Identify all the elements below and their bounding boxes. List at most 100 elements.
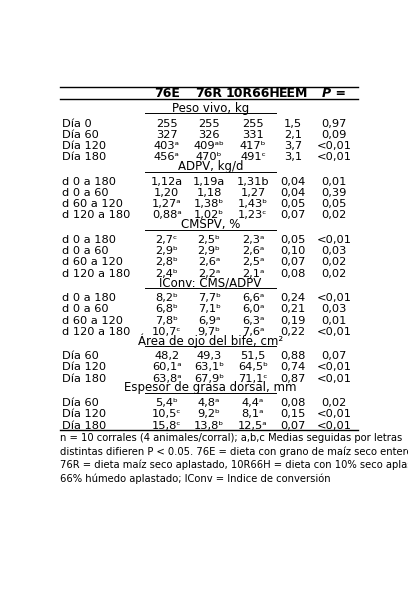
Text: Peso vivo, kg: Peso vivo, kg — [172, 102, 249, 115]
Text: 255: 255 — [198, 118, 220, 129]
Text: 10,5ᶜ: 10,5ᶜ — [152, 409, 182, 419]
Text: 9,2ᵇ: 9,2ᵇ — [197, 409, 221, 419]
Text: 51,5: 51,5 — [240, 351, 266, 361]
Text: 10,7ᶜ: 10,7ᶜ — [152, 327, 182, 337]
Text: ADPV, kg/d: ADPV, kg/d — [178, 160, 243, 173]
Text: 2,3ᵃ: 2,3ᵃ — [242, 235, 264, 245]
Text: 76R: 76R — [195, 87, 223, 100]
Text: Día 120: Día 120 — [62, 362, 106, 372]
Text: 403ᵃ: 403ᵃ — [154, 141, 180, 151]
Text: 6,0ᵃ: 6,0ᵃ — [242, 304, 264, 314]
Text: 1,31b: 1,31b — [237, 177, 269, 187]
Text: 1,18: 1,18 — [196, 188, 222, 198]
Text: d 0 a 180: d 0 a 180 — [62, 177, 116, 187]
Text: 327: 327 — [156, 130, 177, 140]
Text: 0,39: 0,39 — [321, 188, 347, 198]
Text: 1,27: 1,27 — [240, 188, 266, 198]
Text: 255: 255 — [156, 118, 177, 129]
Text: 5,4ᵇ: 5,4ᵇ — [155, 398, 178, 408]
Text: <0,01: <0,01 — [317, 235, 351, 245]
Text: d 0 a 60: d 0 a 60 — [62, 246, 109, 256]
Text: 6,9ᵃ: 6,9ᵃ — [198, 315, 220, 325]
Text: 326: 326 — [198, 130, 220, 140]
Text: 0,05: 0,05 — [280, 235, 306, 245]
Text: 0,19: 0,19 — [280, 315, 306, 325]
Text: d 60 a 120: d 60 a 120 — [62, 199, 123, 209]
Text: Día 60: Día 60 — [62, 130, 99, 140]
Text: <0,01: <0,01 — [317, 152, 351, 162]
Text: 2,7ᶜ: 2,7ᶜ — [155, 235, 178, 245]
Text: 0,88ᵃ: 0,88ᵃ — [152, 211, 182, 221]
Text: 76E: 76E — [154, 87, 180, 100]
Text: 2,8ᵇ: 2,8ᵇ — [155, 258, 178, 267]
Text: 1,12a: 1,12a — [151, 177, 183, 187]
Text: 0,09: 0,09 — [321, 130, 347, 140]
Text: 0,03: 0,03 — [321, 246, 347, 256]
Text: 2,1: 2,1 — [284, 130, 302, 140]
Text: 0,01: 0,01 — [321, 315, 347, 325]
Text: n = 10 corrales (4 animales/corral); a,b,c Medias seguidas por letras
distintas : n = 10 corrales (4 animales/corral); a,b… — [60, 434, 408, 484]
Text: 417ᵇ: 417ᵇ — [239, 141, 266, 151]
Text: 15,8ᶜ: 15,8ᶜ — [152, 421, 182, 431]
Text: 2,2ᵃ: 2,2ᵃ — [198, 268, 220, 278]
Text: 4,8ᵃ: 4,8ᵃ — [198, 398, 220, 408]
Text: 0,04: 0,04 — [280, 177, 306, 187]
Text: 13,8ᵇ: 13,8ᵇ — [194, 421, 224, 431]
Text: CMSPV, %: CMSPV, % — [181, 218, 240, 231]
Text: d 120 a 180: d 120 a 180 — [62, 327, 131, 337]
Text: 67,9ᵇ: 67,9ᵇ — [194, 374, 224, 384]
Text: 7,1ᵇ: 7,1ᵇ — [197, 304, 221, 314]
Text: 7,7ᵇ: 7,7ᵇ — [197, 293, 221, 303]
Text: d 120 a 180: d 120 a 180 — [62, 211, 131, 221]
Text: 60,1ᵃ: 60,1ᵃ — [152, 362, 182, 372]
Text: 8,1ᵃ: 8,1ᵃ — [242, 409, 264, 419]
Text: 2,1ᵃ: 2,1ᵃ — [242, 268, 264, 278]
Text: 10R66H: 10R66H — [226, 87, 280, 100]
Text: Día 180: Día 180 — [62, 421, 106, 431]
Text: 491ᶜ: 491ᶜ — [240, 152, 266, 162]
Text: 3,7: 3,7 — [284, 141, 302, 151]
Text: 0,08: 0,08 — [280, 398, 306, 408]
Text: 1,27ᵃ: 1,27ᵃ — [152, 199, 182, 209]
Text: 0,04: 0,04 — [280, 188, 306, 198]
Text: 0,01: 0,01 — [321, 177, 347, 187]
Text: 9,7ᵇ: 9,7ᵇ — [197, 327, 221, 337]
Text: 0,21: 0,21 — [280, 304, 306, 314]
Text: 2,4ᵇ: 2,4ᵇ — [155, 268, 178, 278]
Text: Día 180: Día 180 — [62, 152, 106, 162]
Text: Día 60: Día 60 — [62, 398, 99, 408]
Text: d 60 a 120: d 60 a 120 — [62, 315, 123, 325]
Text: Día 180: Día 180 — [62, 374, 106, 384]
Text: 49,3: 49,3 — [197, 351, 222, 361]
Text: 1,43ᵇ: 1,43ᵇ — [238, 199, 268, 209]
Text: 0,02: 0,02 — [322, 268, 346, 278]
Text: 456ᵃ: 456ᵃ — [154, 152, 180, 162]
Text: 0,74: 0,74 — [280, 362, 306, 372]
Text: 0,97: 0,97 — [321, 118, 347, 129]
Text: d 0 a 60: d 0 a 60 — [62, 188, 109, 198]
Text: 2,5ᵇ: 2,5ᵇ — [197, 235, 221, 245]
Text: d 0 a 180: d 0 a 180 — [62, 235, 116, 245]
Text: 331: 331 — [242, 130, 264, 140]
Text: 64,5ᵇ: 64,5ᵇ — [238, 362, 268, 372]
Text: Día 60: Día 60 — [62, 351, 99, 361]
Text: 8,2ᵇ: 8,2ᵇ — [155, 293, 178, 303]
Text: 1,5: 1,5 — [284, 118, 302, 129]
Text: Espesor de grasa dorsal, mm: Espesor de grasa dorsal, mm — [124, 381, 297, 394]
Text: 4,4ᵃ: 4,4ᵃ — [242, 398, 264, 408]
Text: 0,05: 0,05 — [280, 199, 306, 209]
Text: 0,07: 0,07 — [280, 421, 306, 431]
Text: EEM: EEM — [278, 87, 308, 100]
Text: 0,24: 0,24 — [281, 293, 306, 303]
Text: 1,20: 1,20 — [154, 188, 180, 198]
Text: 409ᵃᵇ: 409ᵃᵇ — [194, 141, 224, 151]
Text: 2,6ᵃ: 2,6ᵃ — [242, 246, 264, 256]
Text: 2,9ᵇ: 2,9ᵇ — [155, 246, 178, 256]
Text: 0,10: 0,10 — [280, 246, 306, 256]
Text: 0,05: 0,05 — [321, 199, 347, 209]
Text: 7,8ᵇ: 7,8ᵇ — [155, 315, 178, 325]
Text: 12,5ᵃ: 12,5ᵃ — [238, 421, 268, 431]
Text: P =: P = — [322, 87, 346, 100]
Text: 1,19a: 1,19a — [193, 177, 225, 187]
Text: d 120 a 180: d 120 a 180 — [62, 268, 131, 278]
